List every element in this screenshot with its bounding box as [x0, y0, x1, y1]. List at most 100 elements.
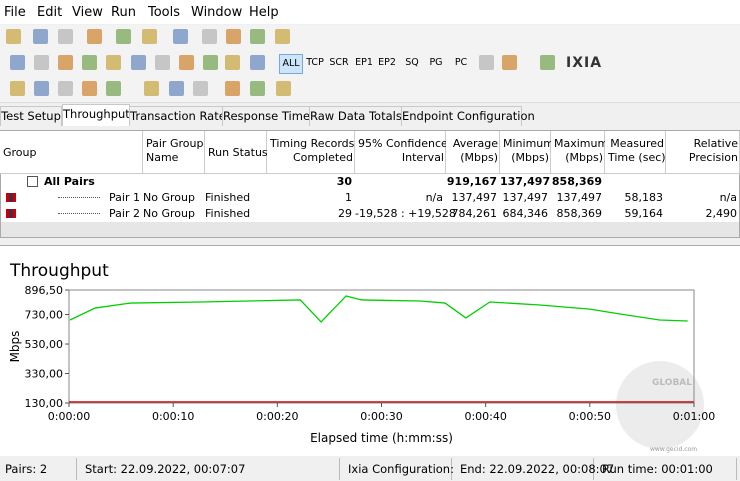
header-text: (Mbps) [511, 151, 549, 164]
toolbar-icon[interactable] [226, 29, 241, 44]
watermark-circle [616, 361, 704, 449]
toolbar-icon[interactable] [250, 55, 265, 70]
chart: GLOBAL www.gecid.com Throughput 130,00 330,0… [8, 261, 715, 453]
table-cell: 2,490 [705, 207, 738, 220]
menu-item[interactable]: Edit [37, 5, 63, 20]
menu-item[interactable]: Help [249, 5, 279, 20]
menu-item[interactable]: Tools [148, 5, 181, 20]
tree-line [58, 197, 100, 198]
toolbar-icon[interactable] [6, 29, 21, 44]
table-cell: n/a [719, 191, 737, 204]
filter-button[interactable]: SCR [329, 57, 349, 68]
tab[interactable]: Endpoint Configuration [401, 106, 535, 126]
toolbar-icon[interactable] [106, 55, 121, 70]
toolbar-icon[interactable] [131, 55, 146, 70]
header-text: Completed [293, 151, 353, 164]
toolbar-icon[interactable] [540, 55, 555, 70]
toolbar-icon[interactable] [275, 29, 290, 44]
filter-button[interactable]: EP2 [378, 57, 396, 68]
tab[interactable]: Transaction Rate [129, 106, 226, 126]
toolbar-icon[interactable] [144, 81, 159, 96]
toolbar-icon[interactable] [34, 55, 49, 70]
toolbar-icon[interactable] [58, 55, 73, 70]
table-cell: 137,497 [451, 191, 498, 204]
y-tick-label: 330,00 [25, 368, 64, 381]
y-tick-label: 896,50 [25, 284, 64, 297]
header-text: Pair Group [146, 137, 204, 150]
table-cell: n/a [425, 191, 443, 204]
toolbar-icon[interactable] [250, 29, 265, 44]
tab[interactable]: Throughput [62, 104, 130, 126]
toolbar-icon[interactable] [155, 55, 170, 70]
toolbar-icon[interactable] [479, 55, 494, 70]
toolbar-icon[interactable] [225, 81, 240, 96]
toolbar-icon[interactable] [502, 55, 517, 70]
header-text: Relative [693, 137, 738, 150]
filter-button[interactable]: EP1 [355, 57, 373, 68]
toolbar-icon[interactable] [179, 55, 194, 70]
y-axis-label: Mbps [8, 331, 22, 363]
toolbar-icon[interactable] [142, 29, 157, 44]
header-text: Average [452, 137, 498, 150]
collapse-box [27, 176, 38, 187]
table-cell: 137,497 [556, 191, 603, 204]
plot-frame [68, 289, 695, 404]
toolbar-icon[interactable] [58, 81, 73, 96]
filter-button[interactable]: PC [454, 57, 468, 68]
table-cell: 137,497 [502, 191, 549, 204]
tree-line [58, 213, 100, 214]
chart-title: Throughput [9, 261, 109, 281]
toolbar-icon[interactable] [203, 55, 218, 70]
table-cell: 30 [336, 175, 352, 188]
header-text: (Mbps) [565, 151, 603, 164]
column-header: Group [0, 131, 143, 174]
menu-item[interactable]: File [4, 5, 26, 20]
toolbar-icon[interactable] [225, 55, 240, 70]
toolbar-icon[interactable] [87, 29, 102, 44]
column-header: Relative Precision [666, 131, 740, 174]
toolbar-icon[interactable] [169, 81, 184, 96]
toolbar-icon[interactable] [82, 55, 97, 70]
column-header: Run Status [205, 131, 268, 174]
toolbar-icon[interactable] [82, 81, 97, 96]
x-tick-label: 0:00:30 [360, 410, 402, 423]
toolbar-icon[interactable] [10, 81, 25, 96]
toolbar-icon[interactable] [250, 81, 265, 96]
tab[interactable]: Test Setup [0, 106, 62, 126]
chart-panel [0, 245, 740, 456]
y-tick-label: 730,00 [25, 309, 64, 322]
table-cell: 858,369 [556, 207, 603, 220]
toolbar-icon[interactable] [173, 29, 188, 44]
toolbar-icon[interactable] [33, 29, 48, 44]
menu-item[interactable]: View [72, 5, 103, 20]
filter-button[interactable]: ALL [279, 54, 303, 74]
tab[interactable]: Raw Data Totals [309, 106, 402, 126]
table-cell: No Group [143, 207, 195, 220]
filter-button[interactable]: SQ [405, 57, 419, 68]
column-header: 95% Confidence Interval [355, 131, 448, 174]
x-axis-label: Elapsed time (h:mm:ss) [310, 431, 453, 445]
table-cell: 919,167 [446, 175, 497, 188]
series-line [69, 295, 688, 323]
toolbar-icon[interactable] [276, 81, 291, 96]
toolbar-icon[interactable] [34, 81, 49, 96]
filter-button[interactable]: PG [429, 57, 443, 68]
filter-button[interactable]: TCP [306, 57, 324, 68]
toolbar-icon[interactable] [106, 81, 121, 96]
x-tick-label: 0:00:40 [464, 410, 506, 423]
toolbar-icon[interactable] [58, 29, 73, 44]
menu-item[interactable]: Window [191, 5, 243, 20]
toolbar-icon[interactable] [10, 55, 25, 70]
table-cell: 1 [345, 191, 352, 204]
table-cell: 784,261 [451, 207, 498, 220]
menu-item[interactable]: Run [111, 5, 136, 20]
toolbar-icon[interactable] [116, 29, 131, 44]
status-field: Ixia Configuration: [343, 458, 454, 480]
toolbar-icon[interactable] [193, 81, 208, 96]
table-cell: 58,183 [624, 191, 664, 204]
toolbar-icon[interactable] [202, 29, 217, 44]
tab[interactable]: Response Time [222, 106, 310, 126]
column-header: Timing Records Completed [267, 131, 355, 174]
